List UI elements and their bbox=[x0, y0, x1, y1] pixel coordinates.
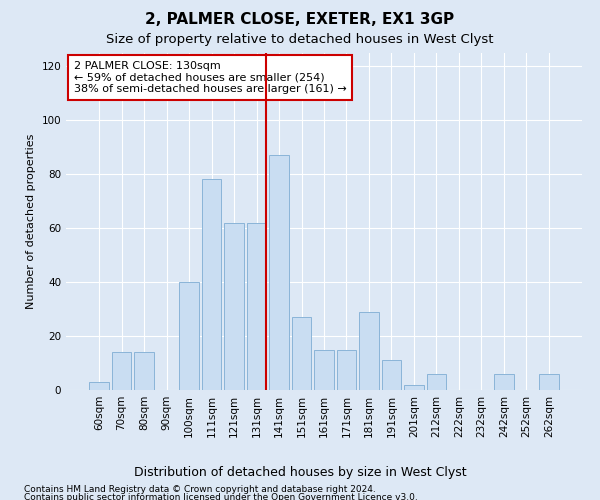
Bar bbox=[134, 352, 154, 390]
Text: 2, PALMER CLOSE, EXETER, EX1 3GP: 2, PALMER CLOSE, EXETER, EX1 3GP bbox=[145, 12, 455, 28]
Text: 2 PALMER CLOSE: 130sqm
← 59% of detached houses are smaller (254)
38% of semi-de: 2 PALMER CLOSE: 130sqm ← 59% of detached… bbox=[74, 61, 346, 94]
Bar bbox=[269, 155, 289, 390]
Bar bbox=[292, 317, 311, 390]
Bar bbox=[202, 180, 221, 390]
Bar bbox=[247, 222, 266, 390]
Bar bbox=[539, 374, 559, 390]
Bar bbox=[382, 360, 401, 390]
Bar bbox=[427, 374, 446, 390]
Text: Contains HM Land Registry data © Crown copyright and database right 2024.: Contains HM Land Registry data © Crown c… bbox=[24, 485, 376, 494]
Text: Contains public sector information licensed under the Open Government Licence v3: Contains public sector information licen… bbox=[24, 494, 418, 500]
Bar bbox=[337, 350, 356, 390]
Bar bbox=[314, 350, 334, 390]
Bar bbox=[494, 374, 514, 390]
Bar bbox=[224, 222, 244, 390]
Bar bbox=[179, 282, 199, 390]
Bar bbox=[404, 384, 424, 390]
Text: Distribution of detached houses by size in West Clyst: Distribution of detached houses by size … bbox=[134, 466, 466, 479]
Y-axis label: Number of detached properties: Number of detached properties bbox=[26, 134, 36, 309]
Bar bbox=[112, 352, 131, 390]
Bar bbox=[89, 382, 109, 390]
Bar bbox=[359, 312, 379, 390]
Text: Size of property relative to detached houses in West Clyst: Size of property relative to detached ho… bbox=[106, 32, 494, 46]
